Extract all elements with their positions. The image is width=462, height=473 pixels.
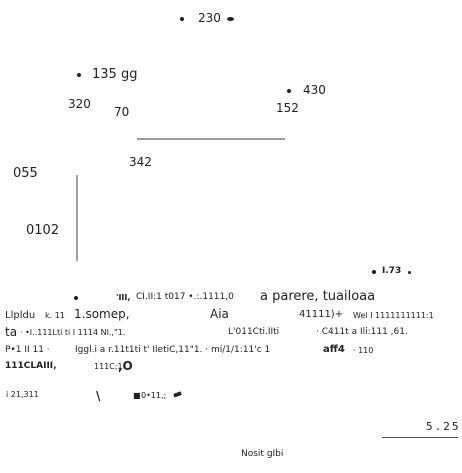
dot-marker — [227, 17, 234, 21]
text-line-2a: Llpldu — [5, 310, 36, 321]
label-152: 152 — [276, 101, 299, 115]
text-line-2b: k. 11 — [45, 311, 65, 320]
footer-caption: Nosit gIbi — [241, 449, 284, 459]
text-line-4b: Iggl.i a r.11t1ti t' IletiC,11"1. · mi/1… — [75, 345, 271, 355]
text-line-6c: 0•11,; — [141, 391, 167, 400]
dot-marker — [77, 73, 81, 77]
vertical-rule — [76, 175, 78, 261]
text-line-4d: · 110 — [353, 346, 374, 355]
text-line-5c: ,O — [118, 359, 133, 373]
text-glyph: 'III, — [116, 293, 131, 302]
text-glyph: ■ — [133, 391, 141, 400]
text-line-2d: Aia — [210, 307, 229, 321]
label-230: 230 — [198, 11, 221, 25]
dot-marker — [372, 270, 376, 274]
label-342: 342 — [129, 155, 152, 169]
text-line-1b: a parere, tuailoaa — [260, 289, 376, 304]
text-line-3b: · •I..111Lti ti I 1114 NI.,"1. — [20, 328, 126, 337]
label-135: 135 gg — [92, 67, 138, 82]
text-line-6b: \ — [96, 389, 101, 403]
text-line-6a: i 21,311 — [6, 390, 39, 399]
label-320: 320 — [68, 97, 91, 111]
dot-marker — [408, 271, 411, 274]
text-line-5b: 111C;1 — [94, 362, 123, 371]
text-line-5a: 111CLAIII, — [5, 361, 57, 371]
text-line-3a: ta — [5, 325, 18, 339]
text-line-4c: aff4 — [323, 344, 345, 355]
label-0102: 0102 — [26, 223, 60, 238]
text-line-3d: · C411t a Ili:111 ,61. — [316, 327, 408, 337]
label-055: 055 — [13, 166, 38, 181]
footer-rule — [382, 437, 458, 438]
text-line-3c: L'011Cti.IIti — [228, 327, 280, 337]
label-430: 430 — [303, 83, 326, 97]
horizontal-rule — [137, 138, 285, 140]
text-line-2e: 41111)+ — [299, 309, 344, 320]
dot-marker — [180, 17, 184, 21]
text-line-4a: P•1 II 11 · — [5, 345, 50, 355]
dot-marker — [74, 296, 78, 300]
text-glyph: ▬ — [171, 387, 184, 402]
dot-marker — [287, 89, 291, 93]
text-line-2f: Wel I 1111111111:1 — [353, 311, 434, 320]
text-line-2c: 1.somep, — [74, 307, 130, 321]
label-73: I.73 — [382, 266, 402, 276]
text-line-1a: CI.II:1 t017 •.:.1111,0 — [136, 292, 234, 302]
footer-value: 5.25 — [426, 420, 461, 433]
label-70: 70 — [114, 105, 130, 119]
